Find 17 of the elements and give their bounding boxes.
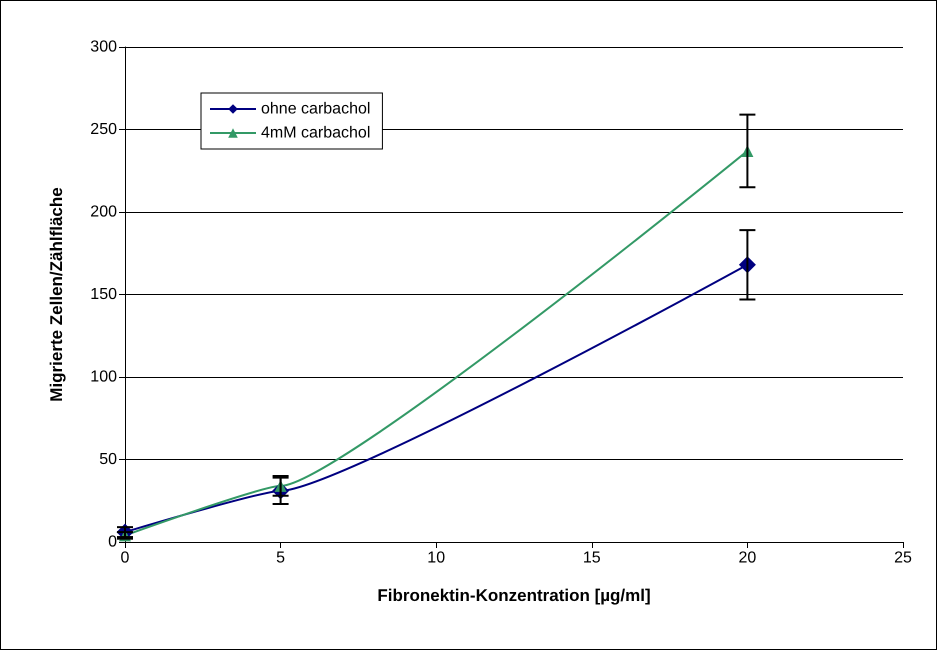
y-tick-label: 300 xyxy=(90,38,118,56)
x-axis-title: Fibronektin-Konzentration [µg/ml] xyxy=(377,586,651,605)
y-tick-label: 100 xyxy=(90,368,118,386)
y-axis-title: Migrierte Zellen/Zählfläche xyxy=(47,187,66,402)
x-tick-label: 15 xyxy=(582,550,601,566)
x-tick-label: 20 xyxy=(738,550,756,566)
x-tick-label: 5 xyxy=(276,550,286,566)
x-tick-label: 10 xyxy=(427,550,446,566)
y-tick-label: 250 xyxy=(90,121,118,138)
y-tick-label: 200 xyxy=(90,204,118,220)
x-tick-label: 0 xyxy=(120,550,130,566)
legend-label: ohne carbachol xyxy=(261,100,370,118)
y-tick-label: 150 xyxy=(90,286,118,303)
y-tick-label: 50 xyxy=(99,451,118,468)
x-tick-label: 25 xyxy=(894,550,912,566)
legend-label: 4mM carbachol xyxy=(261,124,370,142)
y-tick-label: 0 xyxy=(108,534,118,550)
